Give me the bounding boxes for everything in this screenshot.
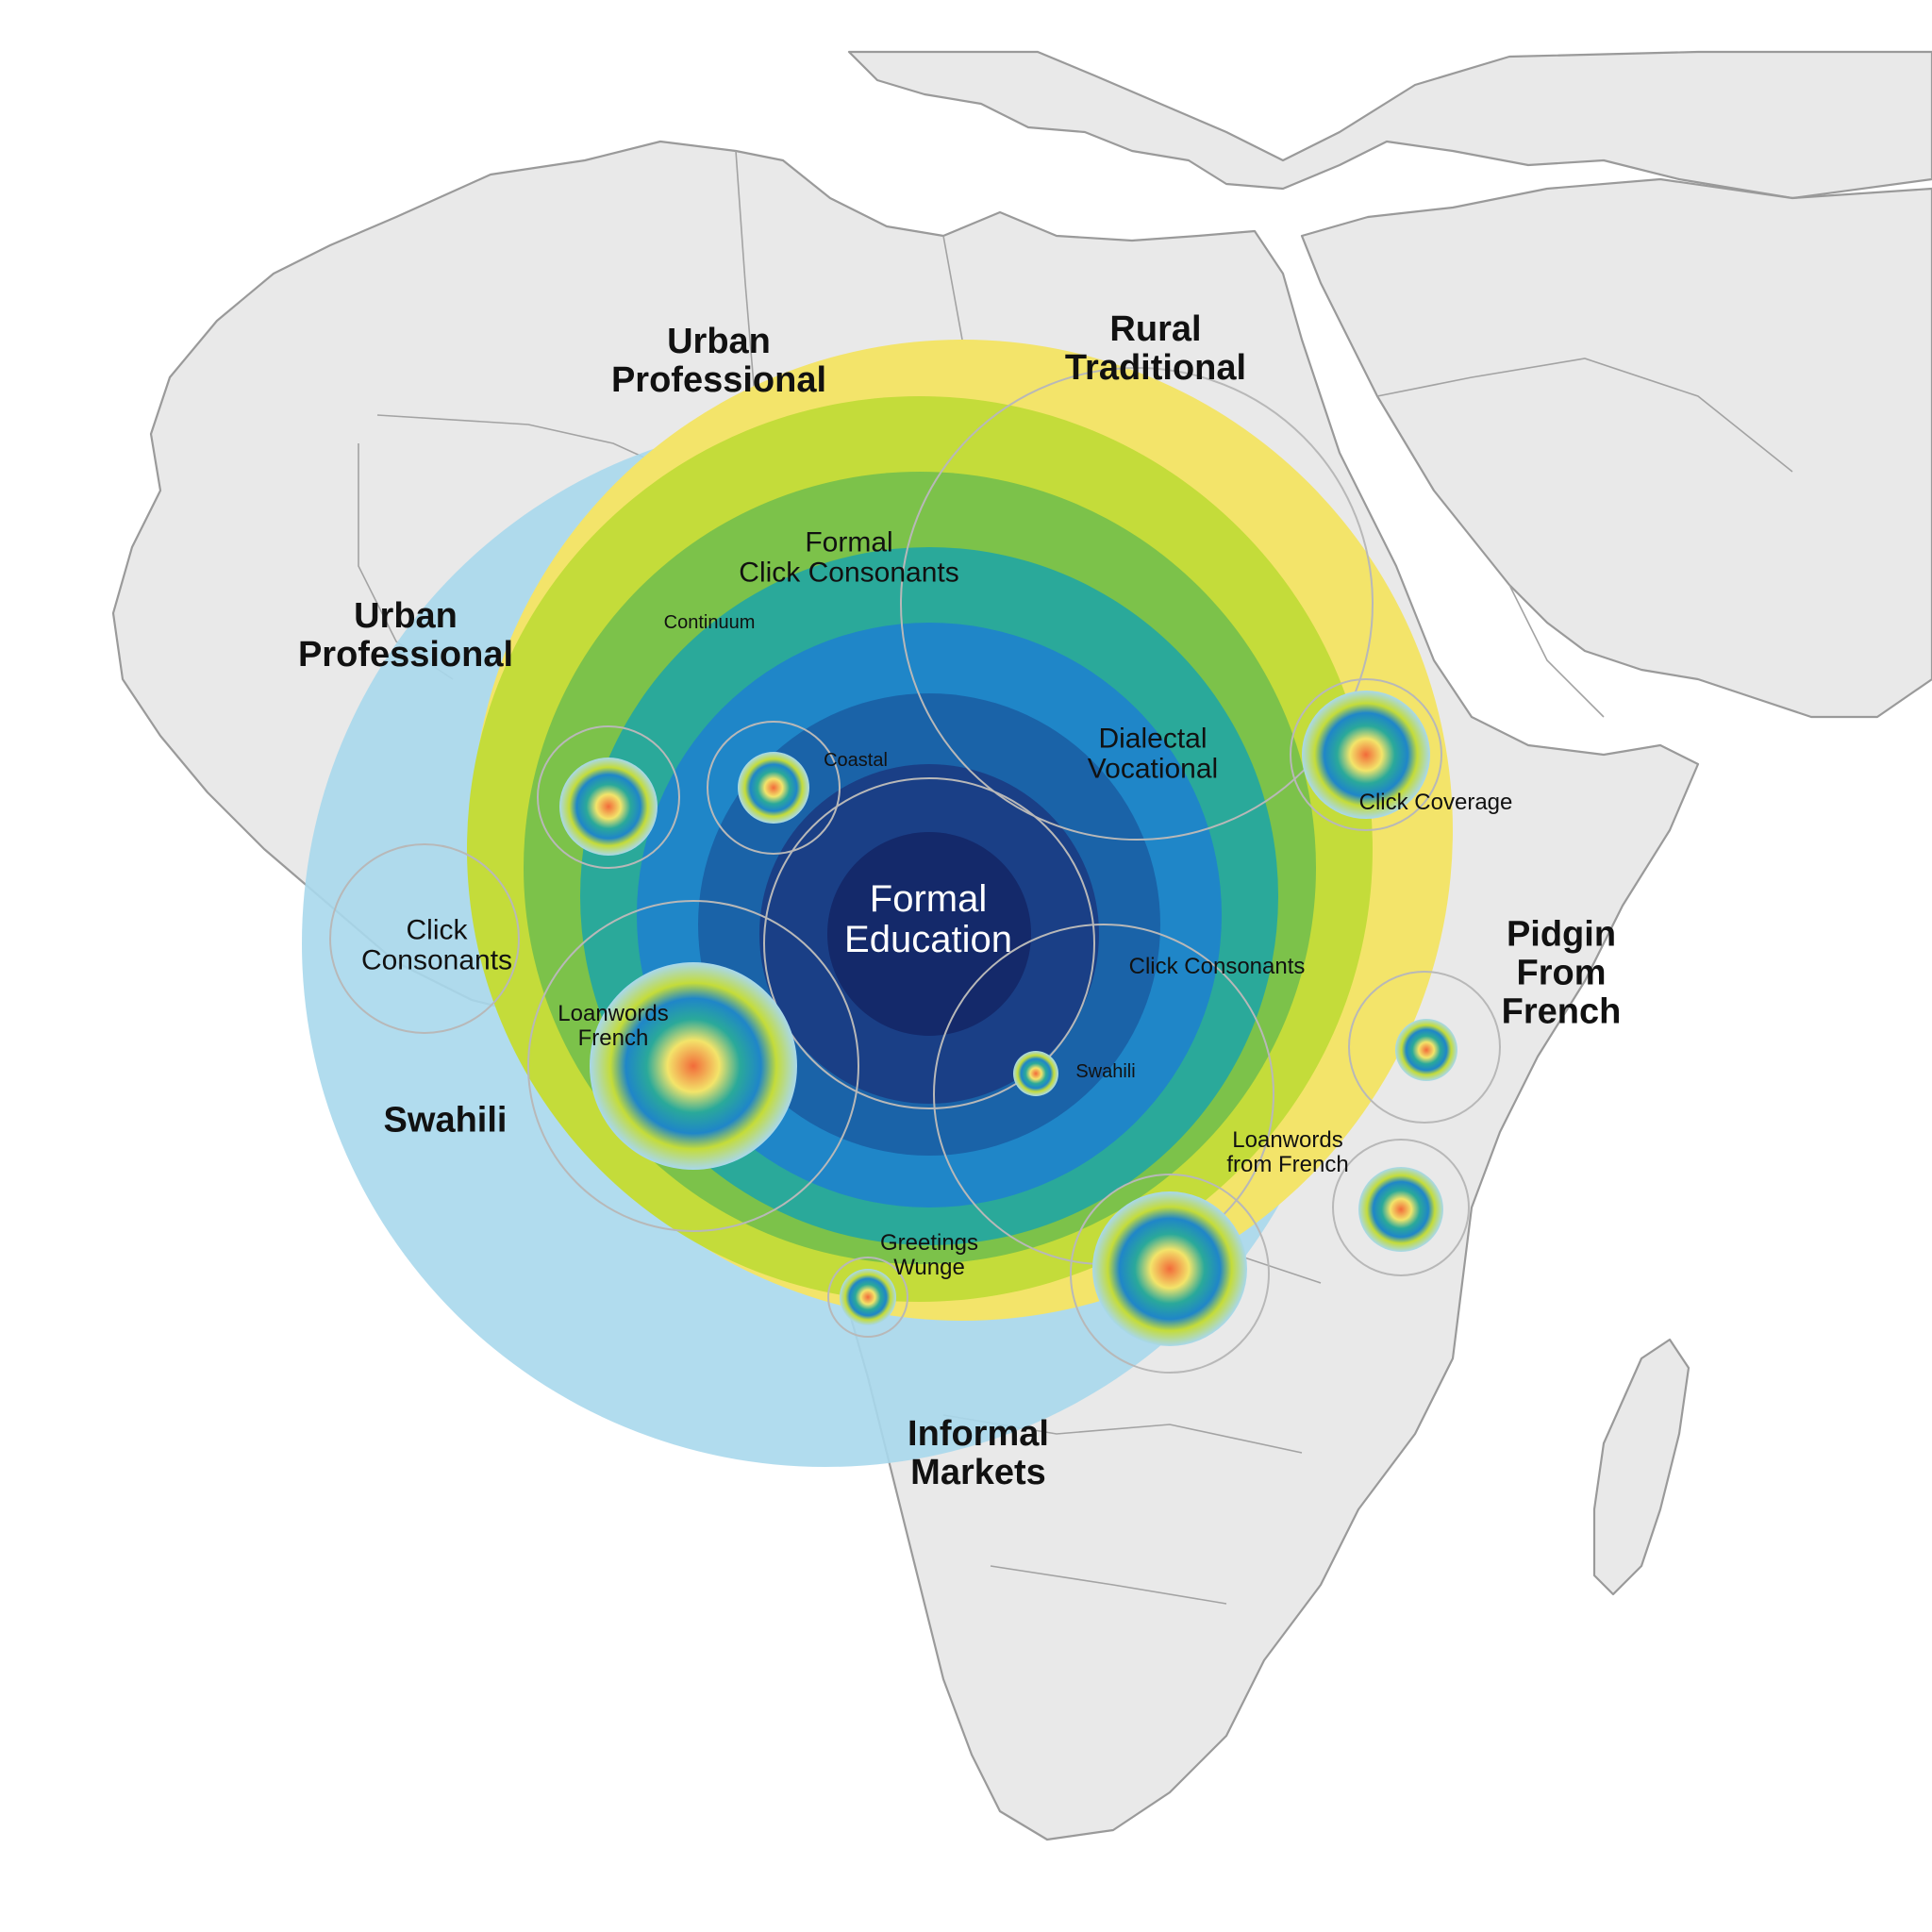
label-informal-markets: Informal Markets	[908, 1413, 1049, 1492]
hotspot-marker	[1395, 1019, 1457, 1081]
madagascar-landmass	[1592, 1338, 1690, 1596]
label-click-consonants-right: Click Consonants	[1128, 954, 1306, 980]
label-dialectal-vocational: Dialectal Vocational	[1087, 723, 1219, 785]
hotspot-marker	[1092, 1191, 1247, 1346]
middle-east-landmass	[1300, 177, 1932, 719]
label-loanwords-from-french: Loanwords from French	[1226, 1127, 1349, 1177]
label-formal-click-consonants: Formal Click Consonants	[739, 526, 959, 589]
hotspot-marker	[1302, 691, 1430, 819]
label-greetings-wunge: Greetings Wunge	[879, 1230, 979, 1280]
hotspot-marker	[1013, 1051, 1058, 1096]
label-click-coverage: Click Coverage	[1358, 790, 1513, 816]
hotspot-marker	[1358, 1167, 1443, 1252]
hotspot-layer	[527, 678, 1501, 1374]
label-coastal: Coastal	[824, 750, 888, 772]
label-continuum: Continuum	[663, 612, 756, 634]
label-pidgin-from-french: Pidgin From French	[1501, 914, 1622, 1032]
label-urban-professional-left: Urban Professional	[297, 595, 514, 675]
label-swahili-small: Swahili	[1075, 1061, 1136, 1083]
label-loanwords-french-left: Loanwords French	[558, 1001, 669, 1051]
label-swahili-left: Swahili	[383, 1100, 508, 1141]
hotspot-outline	[537, 725, 680, 869]
label-click-consonants-left: Click Consonants	[360, 914, 513, 976]
label-urban-professional-top: Urban Professional	[610, 321, 827, 400]
label-formal-education: Formal Education	[844, 877, 1012, 960]
europe-landmass	[847, 50, 1932, 200]
hotspot-marker	[840, 1269, 896, 1325]
label-rural-traditional: Rural Traditional	[1064, 308, 1247, 388]
hotspot-marker	[559, 758, 658, 856]
hotspot-marker	[590, 962, 797, 1170]
hotspot-marker	[738, 752, 809, 824]
